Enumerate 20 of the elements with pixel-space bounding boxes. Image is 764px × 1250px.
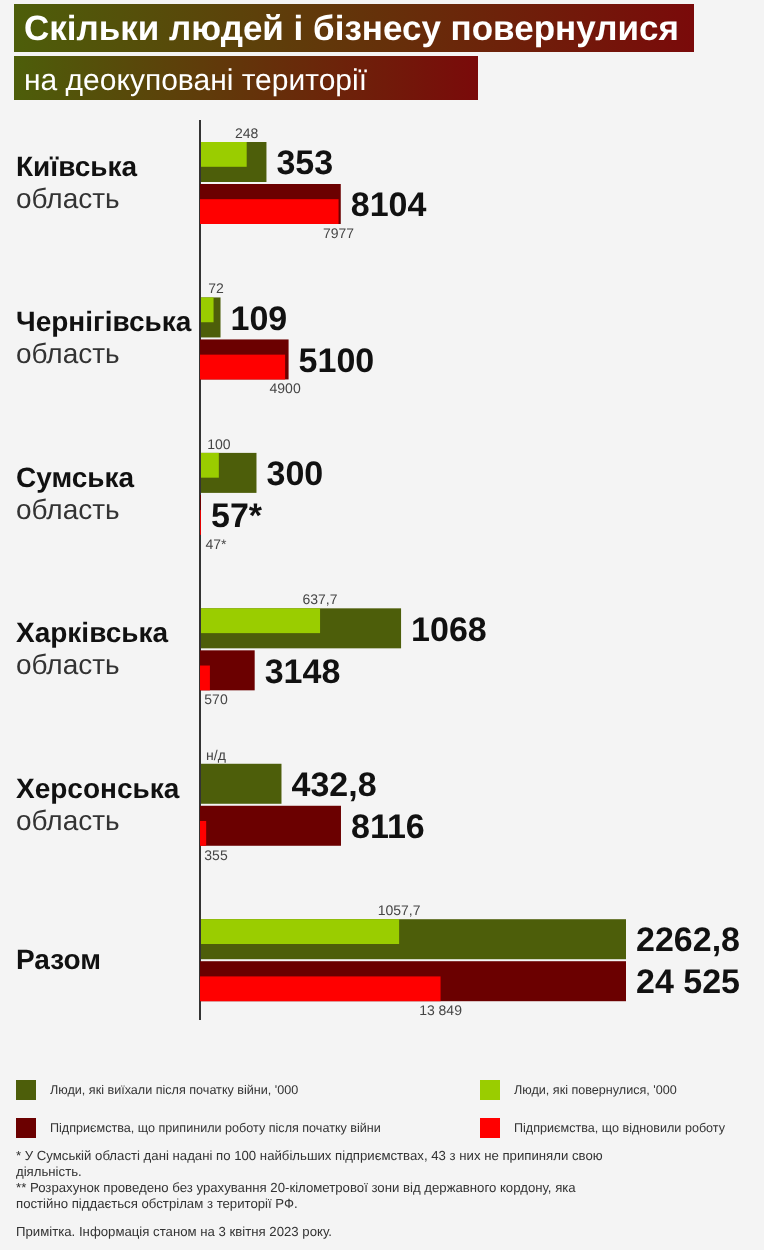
y-tick-label: Разом [16,943,101,976]
data-label: 353 [276,144,334,183]
data-label: 8116 [350,808,425,847]
data-label: 2262,8 [636,921,740,960]
y-tick-label: Чернігівська область [16,305,192,370]
data-label: 57* [210,497,263,536]
y-tick-label: Херсонська область [16,771,180,836]
y-tick-label: Харківська область [16,616,169,681]
data-label: 24 525 [636,963,740,1002]
chart-title: Скільки людей і бізнесу повернулися [24,8,679,48]
y-tick-label: Сумська область [16,460,135,525]
data-label: 8104 [350,186,428,225]
y-tick-label: Київська область [16,150,138,214]
data-label: 300 [266,455,324,494]
data-label: 3148 [264,652,341,691]
data-label: 109 [230,299,288,338]
chart-subtitle: на деокуповані території [24,64,369,98]
data-label: 5100 [298,341,375,380]
data-label: 432,8 [291,766,377,805]
data-label: 1068 [411,610,487,649]
